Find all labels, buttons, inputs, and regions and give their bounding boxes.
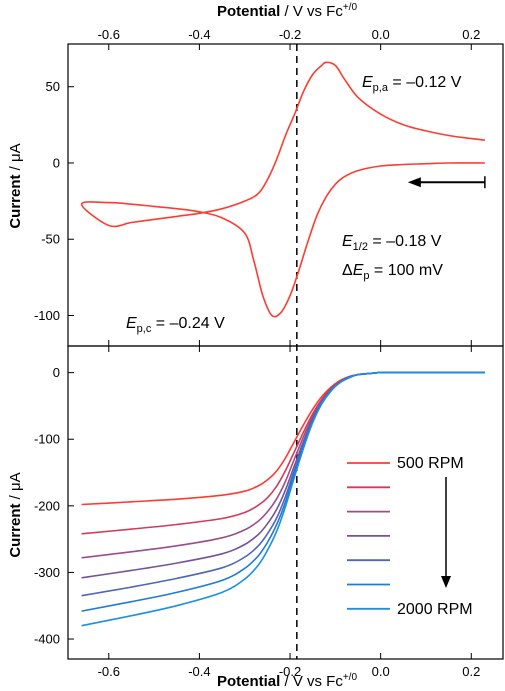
bottom-panel-ticks: -400 -300 -200 -100 0 -0.6 -0.4 -0.2 0.0 0.2 [34,346,480,679]
cv-series-line [80,61,486,318]
epc-annotation: Ep,c = –0.24 V [126,315,225,335]
bottom-x-tick-label: 0.0 [372,664,390,679]
top-x-tick-label: -0.6 [98,27,120,42]
y-tick-label: -300 [34,565,60,580]
rde-series [81,371,485,627]
legend-label-2000: 2000 RPM [397,601,473,618]
y-tick-label: -200 [34,498,60,513]
legend-label-500: 500 RPM [397,455,464,472]
top-x-tick-label: 0.0 [372,27,390,42]
rde-series-line-1500 [81,371,485,597]
top-ylabel: Current / μA [7,143,24,228]
top-x-tick-label: 0.2 [462,27,480,42]
y-tick-label: -100 [34,432,60,447]
bottom-axis-title: Potential / V vs Fc+/0 [217,672,357,690]
bottom-x-tick-label: -0.2 [279,664,301,679]
top-x-tick-label: -0.2 [279,27,301,42]
top-x-tick-label: -0.4 [188,27,210,42]
y-tick-label: -50 [41,232,60,247]
top-panel-ticks: -100 -50 0 50 -0.6 -0.4 -0.2 0.0 0.2 [34,27,480,346]
y-tick-label: 50 [46,79,60,94]
y-tick-label: 0 [53,155,60,170]
ehalf-annotation: E1/2 = –0.18 V [342,233,442,253]
bottom-panel-frame [67,345,504,660]
bottom-ylabel: Current / μA [7,472,24,557]
cv-series [80,61,486,318]
y-tick-label: 0 [53,365,60,380]
y-tick-label: -400 [34,632,60,647]
bottom-x-tick-label: 0.2 [462,664,480,679]
rde-series-line-1750 [81,371,485,612]
scan-direction-arrow [407,176,486,189]
epa-annotation: Ep,a = –0.12 V [362,74,462,94]
y-tick-label: -100 [34,308,60,323]
rpm-increase-arrow [441,477,451,588]
top-axis-title: Potential / V vs Fc+/0 [217,2,357,20]
rde-series-line-2000 [81,371,485,627]
delta-ep-annotation: ΔEp = 100 mV [342,262,443,282]
bottom-x-tick-label: -0.6 [98,664,120,679]
rpm-legend [347,462,390,610]
bottom-x-tick-label: -0.4 [188,664,210,679]
